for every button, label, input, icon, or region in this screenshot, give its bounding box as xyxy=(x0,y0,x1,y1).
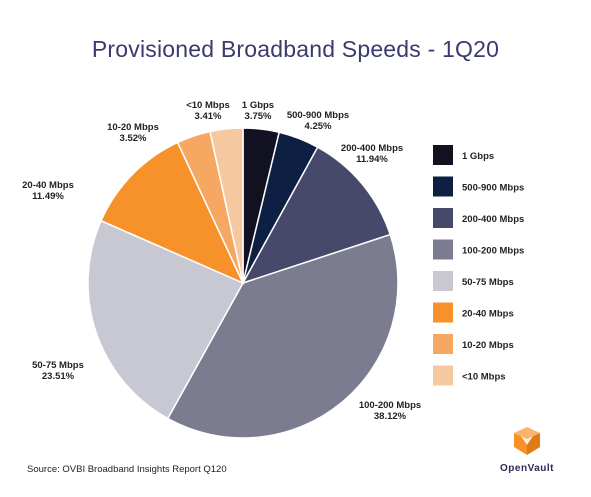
slice-label-name: 200-400 Mbps xyxy=(341,143,403,154)
slice-label-name: 500-900 Mbps xyxy=(287,110,349,121)
slice-label-percent: 3.52% xyxy=(120,133,147,144)
legend-label: 500-900 Mbps xyxy=(462,183,524,194)
slice-label-percent: 11.49% xyxy=(32,191,64,202)
legend-label: 20-40 Mbps xyxy=(462,309,514,320)
slice-label-percent: 38.12% xyxy=(374,411,407,422)
slice-label-name: 100-200 Mbps xyxy=(359,400,421,411)
pie-slice-100-200-mbps xyxy=(166,233,399,439)
slice-label-name: 1 Gbps xyxy=(242,100,274,111)
legend-label: 50-75 Mbps xyxy=(462,277,514,288)
legend-label: 1 Gbps xyxy=(462,151,494,162)
slice-label-name: 50-75 Mbps xyxy=(32,360,84,371)
slice-label-percent: 3.41% xyxy=(195,111,222,122)
legend-swatch xyxy=(433,334,453,354)
logo-text: OpenVault xyxy=(500,463,554,474)
legend-label: 10-20 Mbps xyxy=(462,340,514,351)
pie-slices xyxy=(87,127,399,439)
legend: 1 Gbps 500-900 Mbps 200-400 Mbps 100-200 Mb… xyxy=(433,145,524,386)
chart-title: Provisioned Broadband Speeds - 1Q20 xyxy=(91,36,500,62)
legend-swatch xyxy=(433,302,453,323)
openvault-logo-icon xyxy=(514,427,540,455)
slice-label-name: 20-40 Mbps xyxy=(22,180,74,191)
legend-label: 200-400 Mbps xyxy=(462,214,524,225)
slice-label-name: <10 Mbps xyxy=(186,100,230,111)
openvault-logo: OpenVault xyxy=(492,425,562,480)
slice-label-percent: 3.75% xyxy=(245,111,272,122)
legend-label: <10 Mbps xyxy=(462,372,506,383)
legend-swatch xyxy=(433,239,453,260)
pie-slice-200-400-mbps xyxy=(241,146,392,285)
slice-label-percent: 23.51% xyxy=(42,371,75,382)
legend-label: 100-200 Mbps xyxy=(462,246,524,257)
slice-label-percent: 11.94% xyxy=(356,154,388,165)
slice-label-percent: 4.25% xyxy=(305,121,332,132)
legend-swatch xyxy=(433,208,453,228)
legend-swatch xyxy=(433,176,453,197)
pie-slice--10-mbps xyxy=(209,127,244,284)
legend-swatch xyxy=(433,271,453,291)
pie-slice-50-75-mbps xyxy=(87,219,245,420)
legend-swatch xyxy=(433,145,453,165)
legend-swatch xyxy=(433,365,453,386)
source-note: Source: OVBI Broadband Insights Report Q… xyxy=(27,464,227,475)
slice-label-name: 10-20 Mbps xyxy=(107,122,159,133)
pie-slice-20-40-mbps xyxy=(100,141,245,285)
